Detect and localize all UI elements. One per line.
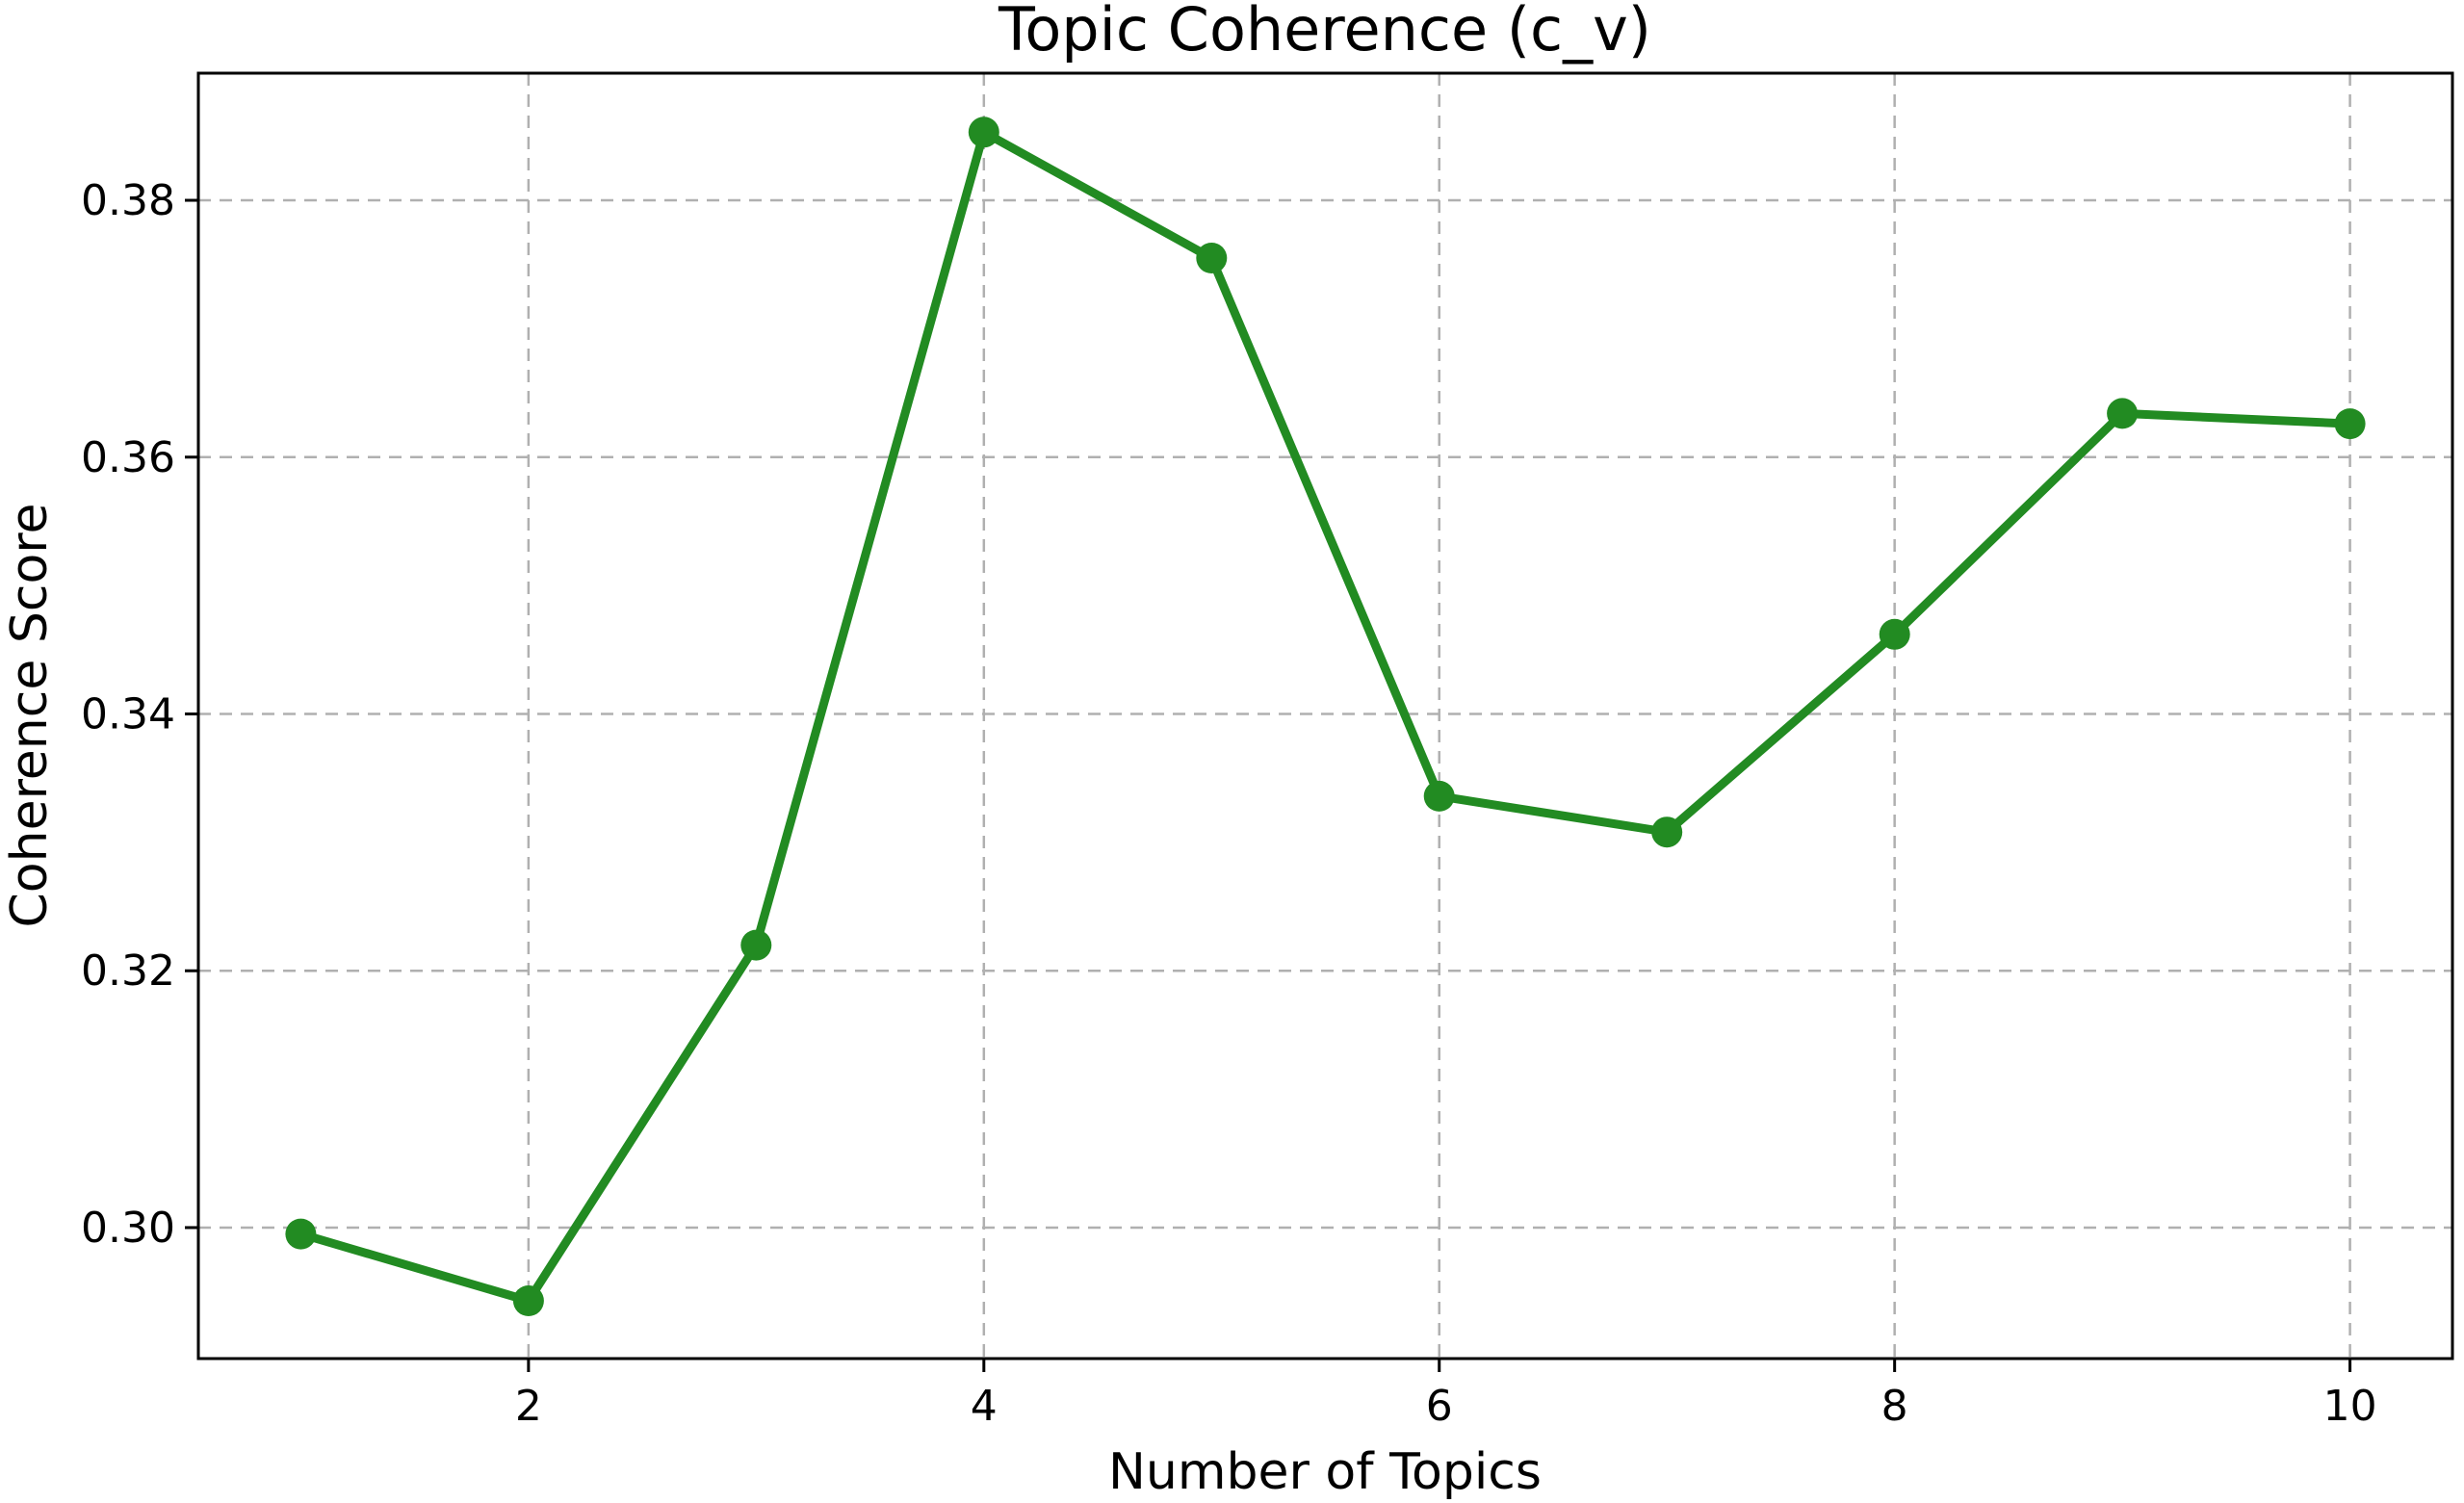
data-point-marker	[740, 929, 772, 961]
y-axis-label: Coherence Score	[1, 503, 59, 927]
data-point-marker	[2334, 408, 2366, 440]
chart-title: Topic Coherence (c_v)	[998, 0, 1651, 65]
series-line	[296, 127, 2355, 1306]
plot-border	[196, 71, 2454, 1360]
x-tick-labels: 2 4 6 8 10	[515, 1382, 2377, 1431]
y-tick-label: 0.36	[81, 433, 175, 482]
y-tick-labels: 0.30 0.32 0.34 0.36 0.38	[81, 176, 175, 1253]
data-point-marker	[968, 117, 999, 148]
x-tick-label: 4	[971, 1382, 998, 1431]
data-series	[285, 117, 2366, 1316]
data-point-marker	[2107, 398, 2139, 429]
y-tick-label: 0.38	[81, 176, 175, 225]
x-tick-label: 8	[1881, 1382, 1908, 1431]
y-tick-label: 0.34	[81, 689, 175, 739]
x-axis-label: Number of Topics	[1108, 1443, 1542, 1501]
data-point-marker	[1423, 780, 1455, 812]
data-point-marker	[285, 1218, 317, 1250]
gridlines	[198, 73, 2452, 1359]
x-tick-label: 6	[1426, 1382, 1453, 1431]
x-tick-label: 10	[2323, 1382, 2377, 1431]
data-point-marker	[1651, 816, 1683, 848]
x-tick-label: 2	[515, 1382, 542, 1431]
data-point-marker	[1196, 243, 1228, 273]
plot-spines	[196, 71, 2454, 1360]
y-tick-label: 0.30	[81, 1204, 175, 1253]
data-point-marker	[1879, 618, 1910, 650]
axis-ticks	[185, 198, 2352, 1372]
y-tick-label: 0.32	[81, 946, 175, 996]
data-point-marker	[512, 1285, 544, 1316]
